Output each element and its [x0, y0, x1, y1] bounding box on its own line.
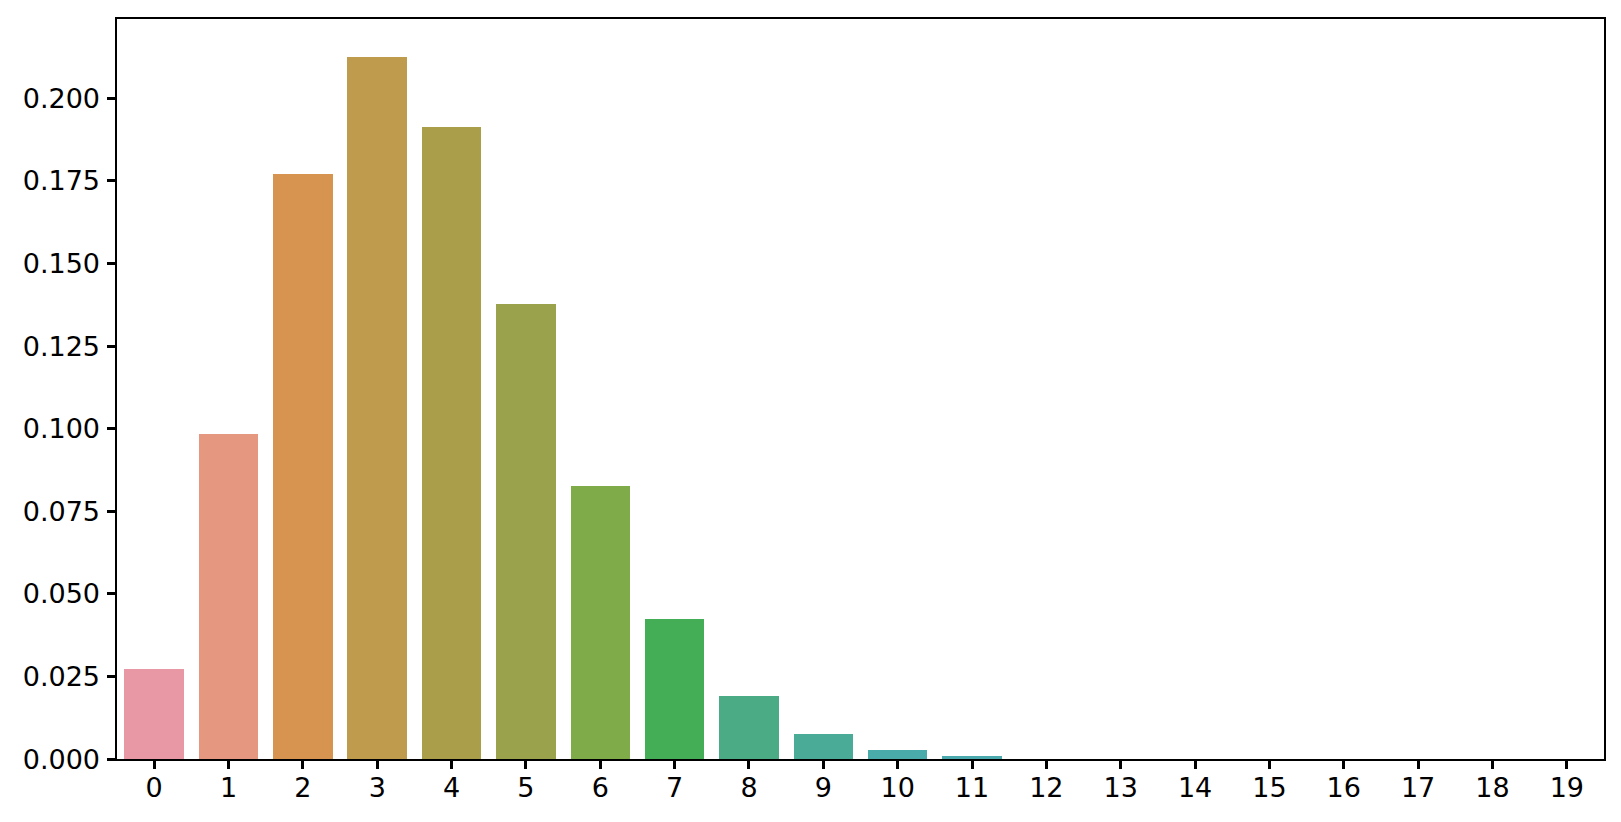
y-tick-mark — [107, 97, 115, 100]
x-tick-mark — [599, 761, 602, 769]
y-tick-mark — [107, 758, 115, 761]
x-tick-label: 2 — [263, 774, 343, 801]
x-tick-label: 8 — [709, 774, 789, 801]
x-tick-label: 9 — [783, 774, 863, 801]
y-tick-label: 0.150 — [10, 250, 100, 277]
x-tick-label: 12 — [1006, 774, 1086, 801]
x-tick-label: 4 — [412, 774, 492, 801]
x-tick-mark — [301, 761, 304, 769]
y-tick-label: 0.000 — [10, 746, 100, 773]
bar-5 — [496, 304, 555, 759]
x-tick-mark — [1491, 761, 1494, 769]
x-tick-label: 7 — [635, 774, 715, 801]
x-tick-label: 5 — [486, 774, 566, 801]
x-tick-label: 18 — [1452, 774, 1532, 801]
bar-4 — [422, 127, 481, 759]
bar-10 — [868, 750, 927, 759]
x-tick-label: 3 — [337, 774, 417, 801]
y-tick-mark — [107, 675, 115, 678]
bar-7 — [645, 619, 704, 759]
y-tick-mark — [107, 592, 115, 595]
y-tick-mark — [107, 262, 115, 265]
bar-11 — [942, 756, 1001, 759]
x-tick-label: 15 — [1229, 774, 1309, 801]
chart-figure: 0.000 0.025 0.050 0.075 0.100 0.125 0.150 0.175… — [0, 0, 1621, 822]
bar-3 — [347, 57, 406, 759]
x-tick-mark — [971, 761, 974, 769]
y-tick-label: 0.100 — [10, 415, 100, 442]
x-tick-mark — [1565, 761, 1568, 769]
bar-8 — [719, 696, 778, 759]
x-tick-label: 10 — [858, 774, 938, 801]
x-tick-mark — [822, 761, 825, 769]
y-tick-label: 0.075 — [10, 498, 100, 525]
x-tick-mark — [747, 761, 750, 769]
bar-2 — [273, 174, 332, 759]
x-tick-mark — [1342, 761, 1345, 769]
y-tick-label: 0.025 — [10, 663, 100, 690]
x-tick-label: 13 — [1081, 774, 1161, 801]
y-tick-mark — [107, 179, 115, 182]
x-tick-mark — [1045, 761, 1048, 769]
bar-1 — [199, 434, 258, 759]
x-tick-mark — [1119, 761, 1122, 769]
x-tick-label: 0 — [114, 774, 194, 801]
x-tick-label: 6 — [560, 774, 640, 801]
x-tick-label: 19 — [1527, 774, 1607, 801]
plot-area — [115, 17, 1606, 761]
x-tick-mark — [450, 761, 453, 769]
x-tick-label: 17 — [1378, 774, 1458, 801]
bar-9 — [794, 734, 853, 759]
x-tick-label: 14 — [1155, 774, 1235, 801]
y-tick-label: 0.050 — [10, 580, 100, 607]
x-tick-mark — [153, 761, 156, 769]
x-tick-mark — [524, 761, 527, 769]
y-tick-mark — [107, 427, 115, 430]
x-tick-label: 1 — [189, 774, 269, 801]
x-tick-mark — [376, 761, 379, 769]
y-tick-label: 0.175 — [10, 167, 100, 194]
y-tick-mark — [107, 345, 115, 348]
x-tick-mark — [896, 761, 899, 769]
x-tick-mark — [673, 761, 676, 769]
x-tick-mark — [1417, 761, 1420, 769]
x-tick-mark — [1194, 761, 1197, 769]
bar-6 — [571, 486, 630, 759]
bar-0 — [124, 669, 183, 759]
y-tick-mark — [107, 510, 115, 513]
y-tick-label: 0.200 — [10, 85, 100, 112]
x-tick-label: 16 — [1304, 774, 1384, 801]
x-tick-mark — [227, 761, 230, 769]
y-tick-label: 0.125 — [10, 333, 100, 360]
x-tick-mark — [1268, 761, 1271, 769]
x-tick-label: 11 — [932, 774, 1012, 801]
